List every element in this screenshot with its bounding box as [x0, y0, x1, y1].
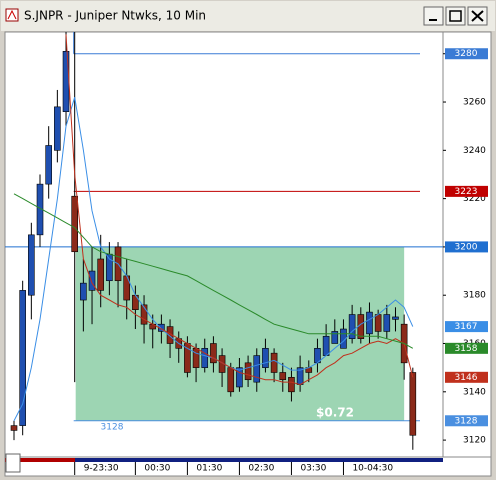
moving-average — [13, 193, 414, 349]
plot: 312031403160318032003220324032603280$0.7… — [5, 32, 488, 475]
session-bar-current — [75, 458, 443, 462]
level-box — [445, 415, 488, 427]
candle-body — [201, 348, 209, 368]
app-icon-glyph — [7, 9, 17, 20]
x-tick-label: 9-23:30 — [84, 464, 119, 474]
level-inline-label: 3200 — [117, 237, 140, 247]
last-value-box — [445, 342, 488, 354]
level-box — [445, 185, 488, 197]
candle-body — [331, 331, 339, 344]
x-tick-label: 00:30 — [144, 464, 170, 474]
y-tick-label: 3120 — [463, 436, 486, 446]
x-tick-label: 03:30 — [300, 464, 326, 474]
candle-body — [236, 367, 243, 388]
candle-body — [279, 372, 287, 381]
candle-body — [374, 314, 382, 332]
minimize-button[interactable] — [423, 6, 444, 26]
candle-body — [409, 372, 417, 436]
y-tick-label: 3240 — [463, 146, 486, 156]
x-tick-label: 02:30 — [248, 464, 274, 474]
x-tick-label: 10-04:30 — [352, 464, 393, 474]
candle-body — [288, 377, 295, 393]
candle-body — [10, 425, 18, 431]
last-value-label: 3158 — [455, 344, 478, 354]
level-box — [445, 48, 488, 60]
y-tick-label: 3140 — [463, 387, 486, 397]
candle-body — [270, 352, 278, 373]
candle-body — [80, 282, 87, 301]
close-glyph — [471, 10, 484, 22]
last-value-box — [445, 321, 488, 333]
candle-body — [140, 304, 148, 325]
candle-body — [88, 270, 96, 291]
level-box-label: 3280 — [455, 49, 478, 59]
maximize-button[interactable] — [445, 6, 466, 26]
candle-body — [97, 258, 104, 291]
candle-body — [62, 51, 70, 112]
window-title: S.JNPR - Juniper Ntwks, 10 Min — [24, 9, 206, 23]
candle-body — [19, 290, 26, 426]
last-value-label: 3146 — [455, 373, 478, 383]
candle-body — [366, 311, 373, 335]
candle-body — [210, 343, 217, 364]
y-tick-label: 3260 — [463, 98, 486, 108]
candle-body — [28, 234, 35, 296]
candle-body — [54, 106, 61, 151]
last-value-label: 3167 — [455, 322, 478, 332]
last-value-box — [445, 371, 488, 383]
candle-body — [383, 314, 391, 332]
level-box — [445, 241, 488, 253]
candle-body — [348, 314, 356, 339]
candle-body — [357, 314, 365, 339]
candle-body — [192, 348, 200, 368]
scroll-handle[interactable] — [5, 453, 21, 473]
y-tick-label: 3180 — [463, 291, 486, 301]
candle-body — [322, 335, 330, 356]
range-label: $0.72 — [316, 405, 354, 419]
level-box-label: 3223 — [455, 187, 478, 197]
candle-body — [340, 328, 347, 349]
candle-body — [392, 316, 399, 320]
candle-body — [244, 362, 252, 381]
candle-body — [45, 145, 52, 185]
y-tick-label: 3220 — [463, 194, 486, 204]
maximize-glyph — [449, 10, 462, 22]
moving-average — [65, 34, 414, 386]
candle-body — [71, 195, 78, 253]
level-inline-label: 3128 — [101, 422, 124, 432]
candle-body — [253, 355, 261, 383]
level-box-label: 3200 — [455, 242, 478, 252]
candle-body — [262, 348, 269, 368]
candle-body — [227, 367, 235, 393]
x-tick-label: 01:30 — [196, 464, 222, 474]
level-box-label: 3128 — [455, 416, 478, 426]
title-bar — [1, 1, 495, 31]
session-bar-prev — [5, 458, 75, 462]
